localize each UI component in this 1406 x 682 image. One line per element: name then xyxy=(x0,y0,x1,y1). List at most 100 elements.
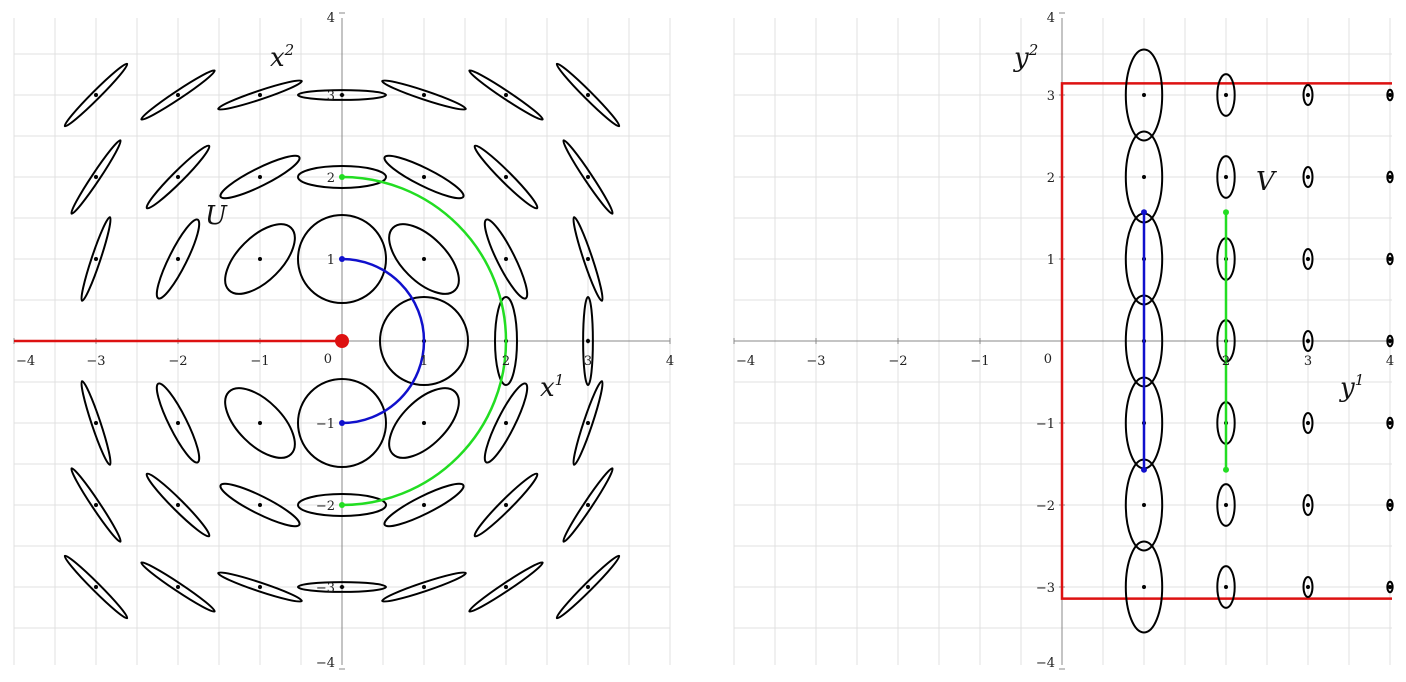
left-x-tick-label: 4 xyxy=(666,354,674,369)
semicircle-r2 xyxy=(341,175,508,507)
metric-ellipse xyxy=(1386,88,1394,102)
metric-ellipse xyxy=(494,296,518,386)
right-y-tick-label: 2 xyxy=(1047,171,1055,186)
metric-ellipse xyxy=(1386,580,1394,594)
metric-ellipse xyxy=(155,382,201,464)
right-region-boundary xyxy=(1060,82,1392,600)
left-tick-labels: −4 −3 −2 −1 0 1 2 3 4 4 3 2 1 −1 −2 −3 −4 xyxy=(16,11,674,671)
metric-ellipse xyxy=(1216,483,1236,527)
grid-point xyxy=(1224,503,1228,507)
right-x-axis-label: y1 xyxy=(1339,371,1364,403)
grid-point xyxy=(176,93,180,97)
metric-ellipse xyxy=(1124,540,1164,634)
grid-point xyxy=(340,93,344,97)
metric-ellipse xyxy=(297,214,387,304)
metric-ellipse xyxy=(297,165,387,189)
right-x-tick-label: 4 xyxy=(1386,354,1394,369)
left-x-tick-label: −3 xyxy=(86,354,105,369)
grid-point xyxy=(1388,175,1392,179)
left-y-tick-label: 3 xyxy=(327,89,335,104)
metric-ellipse xyxy=(572,380,604,466)
grid-point xyxy=(422,257,426,261)
metric-ellipse xyxy=(297,378,387,468)
metric-ellipse xyxy=(582,296,594,386)
metric-ellipse xyxy=(1302,329,1314,353)
grid-point xyxy=(1306,257,1310,261)
metric-ellipse xyxy=(1216,155,1236,199)
right-y-tick-label: 4 xyxy=(1047,11,1055,26)
metric-ellipse xyxy=(483,382,529,464)
semicircle-r1-end xyxy=(339,420,345,426)
grid-point xyxy=(94,175,98,179)
semicircle-r1 xyxy=(341,257,426,425)
right-x-tick-label: −4 xyxy=(736,354,755,369)
grid-point xyxy=(1388,585,1392,589)
grid-point xyxy=(1388,257,1392,261)
grid-point xyxy=(176,175,180,179)
right-x-tick-label: 2 xyxy=(1222,354,1230,369)
semicircle-r2-start xyxy=(339,174,345,180)
grid-point xyxy=(1142,503,1146,507)
grid-point xyxy=(1306,421,1310,425)
grid-point xyxy=(1388,421,1392,425)
metric-ellipse xyxy=(572,216,604,302)
metric-ellipse xyxy=(70,139,122,215)
grid-point xyxy=(422,175,426,179)
grid-point xyxy=(1388,503,1392,507)
grid-point xyxy=(504,93,508,97)
grid-point xyxy=(176,585,180,589)
right-panel: −4 −3 −2 −1 0 2 3 4 4 3 2 1 −1 −2 −3 −4 y1 y2 V xyxy=(733,11,1394,671)
metric-ellipse xyxy=(297,89,387,101)
grid-point xyxy=(1306,503,1310,507)
grid-point xyxy=(1142,93,1146,97)
metric-ellipse xyxy=(1386,170,1394,184)
metric-ellipse xyxy=(468,561,544,613)
metric-ellipse xyxy=(483,218,529,300)
metric-ellipse xyxy=(155,218,201,300)
left-curves xyxy=(14,174,508,508)
metric-ellipse xyxy=(1216,565,1236,609)
right-x-tick-label: −3 xyxy=(806,354,825,369)
left-x-tick-label: 1 xyxy=(420,354,428,369)
right-x-tick-label: −1 xyxy=(970,354,989,369)
left-x-tick-label: 3 xyxy=(584,354,592,369)
metric-ellipse xyxy=(562,139,614,215)
grid-point xyxy=(1224,93,1228,97)
metric-ellipse xyxy=(219,154,301,200)
grid-point xyxy=(1142,585,1146,589)
grid-point xyxy=(504,421,508,425)
metric-ellipse xyxy=(217,571,303,603)
grid-point xyxy=(258,175,262,179)
grid-point xyxy=(258,585,262,589)
metric-ellipse xyxy=(383,482,465,528)
left-x-tick-label: −1 xyxy=(250,354,269,369)
metric-ellipse xyxy=(468,69,544,121)
right-x-tick-label: 0 xyxy=(1044,352,1052,367)
metric-ellipse xyxy=(1302,493,1314,517)
metric-ellipse xyxy=(297,493,387,517)
left-x-tick-label: 0 xyxy=(324,352,332,367)
grid-point xyxy=(586,503,590,507)
segment-y1-2-start xyxy=(1223,209,1229,216)
segment-y1-1-end xyxy=(1141,466,1147,473)
grid-point xyxy=(586,257,590,261)
segment-y1-2-end xyxy=(1223,466,1229,473)
grid-point xyxy=(586,585,590,589)
grid-point xyxy=(258,421,262,425)
grid-point xyxy=(1224,175,1228,179)
metric-ellipse xyxy=(381,571,467,603)
left-x-tick-label: −4 xyxy=(16,354,35,369)
metric-ellipse xyxy=(140,561,216,613)
metric-ellipse xyxy=(70,467,122,543)
left-y-tick-label: 2 xyxy=(327,171,335,186)
left-y-tick-label: 4 xyxy=(327,11,335,26)
grid-point xyxy=(258,93,262,97)
left-x-tick-label: −2 xyxy=(168,354,187,369)
metric-ellipse xyxy=(145,472,211,538)
grid-point xyxy=(94,257,98,261)
grid-point xyxy=(94,503,98,507)
metric-ellipse xyxy=(381,79,467,111)
grid-point xyxy=(258,503,262,507)
